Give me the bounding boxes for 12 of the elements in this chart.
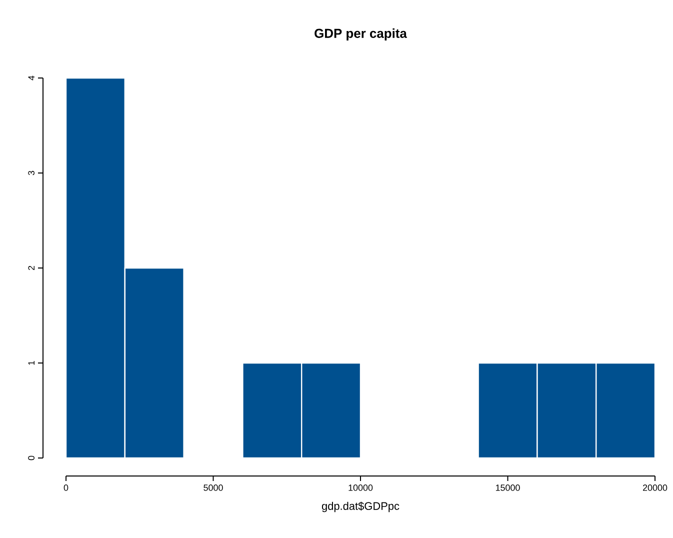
y-tick-label: 0 — [28, 456, 34, 460]
chart-title: GDP per capita — [314, 28, 407, 40]
y-tick-label: 3 — [28, 170, 34, 176]
y-tick-label: 2 — [28, 266, 34, 270]
x-tick-label: 5000 — [204, 484, 223, 491]
x-tick-label: 15000 — [496, 484, 520, 491]
x-axis-title: gdp.dat$GDPpc — [322, 502, 400, 512]
x-tick-label: 20000 — [642, 484, 668, 491]
x-tick-label: 10000 — [348, 484, 373, 491]
y-tick-label: 4 — [28, 76, 34, 80]
y-tick-label: 1 — [28, 360, 34, 365]
x-tick-label: 0 — [64, 484, 68, 491]
